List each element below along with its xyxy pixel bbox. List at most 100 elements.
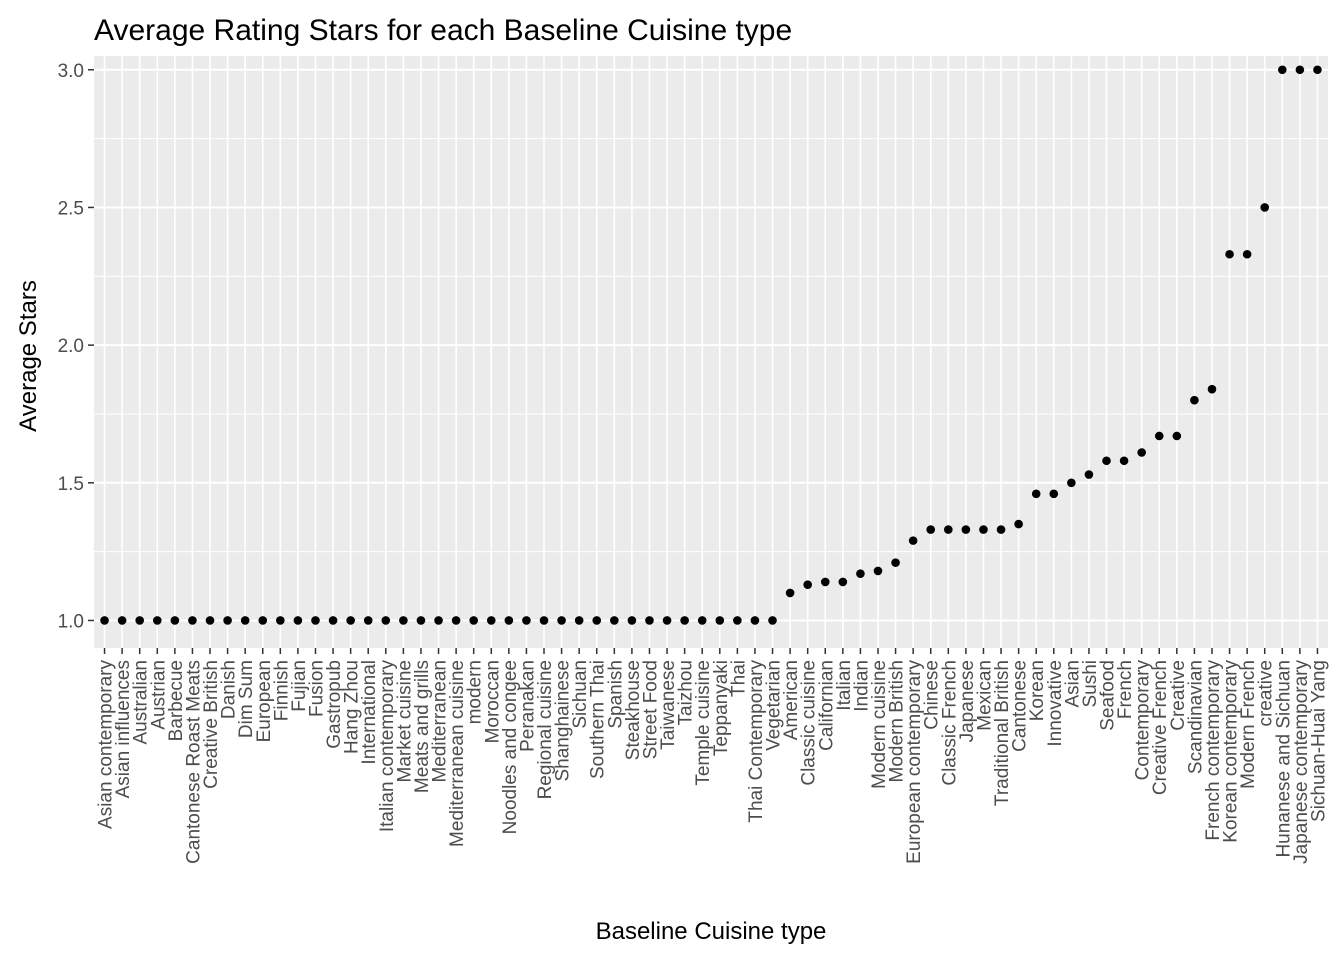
data-point [311, 616, 320, 625]
x-tick-label: Creative [1168, 660, 1189, 731]
data-point [469, 616, 478, 625]
x-tick-label: Finnish [271, 660, 292, 721]
data-point [1225, 249, 1234, 259]
data-point [1313, 65, 1322, 75]
data-point [486, 616, 496, 625]
x-tick-label: Moroccan [482, 660, 503, 743]
data-point [381, 616, 391, 625]
x-tick-label: Asian [1062, 660, 1083, 708]
data-point [557, 616, 566, 625]
data-point [891, 558, 900, 567]
data-point [768, 616, 777, 625]
data-point [346, 616, 355, 625]
data-point [451, 616, 461, 625]
data-point [1084, 470, 1094, 479]
data-point [1242, 249, 1252, 259]
x-tick-label: Modern French [1238, 660, 1259, 789]
x-tick-label: Southern Thai [588, 660, 609, 779]
x-tick-label: Italian [834, 660, 855, 711]
x-tick-label: Scandinavian [1185, 660, 1206, 774]
data-point [258, 616, 268, 625]
y-tick-label: 1.0 [58, 611, 84, 632]
x-tick-label: Classic cuisine [799, 660, 820, 786]
x-tick-label: Classic French [939, 660, 960, 786]
x-tick-label: Asian contemporary [96, 660, 117, 829]
data-point [1295, 65, 1305, 75]
x-tick-label: Street Food [640, 660, 661, 759]
x-tick-label: Traditional British [992, 660, 1013, 806]
data-point [820, 577, 830, 587]
data-point [1260, 203, 1270, 212]
x-tick-label: Cantonese [1010, 660, 1031, 752]
x-tick-label: Thai [728, 660, 749, 697]
x-tick-label: Fusion [306, 660, 327, 717]
y-tick-label: 1.5 [58, 474, 84, 495]
x-tick-label: Australian [131, 660, 152, 745]
x-tick-label: Asian influences [113, 660, 134, 798]
data-point [117, 616, 127, 625]
data-point [416, 616, 426, 625]
plot-panel [94, 56, 1328, 648]
data-point [1172, 431, 1182, 441]
x-tick-label: Vegetarian [764, 660, 785, 751]
x-tick-label: Creative French [1150, 660, 1171, 795]
x-tick-label: Noodles and congee [500, 660, 521, 834]
data-point [152, 616, 162, 625]
data-point [188, 616, 197, 625]
y-axis: 1.0 1.5 2.0 2.5 3.0 [58, 61, 94, 632]
x-tick-label: Temple cuisine [693, 660, 714, 786]
data-point [276, 616, 285, 625]
x-tick-label: Mediterranean [430, 660, 451, 783]
x-tick-label: Italian contemporary [377, 660, 398, 833]
x-tick-label: Seafood [1098, 660, 1119, 731]
x-tick-label: European contemporary [904, 660, 925, 864]
data-point [996, 525, 1006, 534]
data-point [697, 616, 707, 625]
data-point [170, 616, 180, 625]
x-tick-label: Danish [219, 660, 240, 719]
x-tick-label: Fujian [289, 660, 310, 712]
data-point [504, 616, 514, 625]
data-points [100, 65, 1322, 625]
x-tick-label: creative [1256, 660, 1277, 727]
x-tick-label: Barbecue [166, 660, 187, 741]
data-point [1014, 519, 1023, 529]
x-tick-label: Market cuisine [394, 660, 415, 783]
data-point [979, 525, 988, 534]
x-tick-label: Innovative [1045, 660, 1066, 747]
data-point [240, 616, 250, 625]
x-tick-label: Shanghainese [553, 660, 574, 782]
data-point [803, 580, 812, 589]
x-tick-label: Indian [851, 660, 872, 712]
x-tick-label: Teppanyaki [711, 660, 732, 756]
data-point [574, 616, 584, 625]
data-point [733, 616, 742, 625]
data-point [1102, 456, 1111, 466]
data-point [1119, 456, 1129, 466]
data-point [750, 616, 760, 625]
x-tick-label: Mexican [974, 660, 995, 731]
x-tick-label: Sushi [1080, 660, 1101, 708]
y-tick-label: 3.0 [58, 61, 84, 82]
x-tick-label: Hang Zhou [342, 660, 363, 754]
x-tick-label: Meats and grills [412, 660, 433, 793]
data-point [592, 616, 602, 625]
x-tick-label: Spanish [605, 660, 626, 729]
x-tick-label: Californian [816, 660, 837, 751]
x-tick-label: Thai Contemporary [746, 660, 767, 823]
data-point [205, 616, 215, 625]
data-point [1137, 448, 1146, 457]
x-tick-label: French contemporary [1203, 660, 1224, 841]
x-tick-label: European [254, 660, 275, 742]
chart-title: Average Rating Stars for each Baseline C… [94, 14, 792, 47]
data-point [873, 566, 883, 576]
x-tick-label: Chinese [922, 660, 943, 730]
data-point [662, 616, 672, 625]
x-tick-label: Korean contemporary [1221, 660, 1242, 843]
data-point [715, 616, 725, 625]
x-tick-label: Gastropub [324, 660, 345, 749]
data-point [1190, 395, 1199, 405]
x-tick-label: Japanese contemporary [1291, 660, 1312, 864]
data-point [961, 525, 971, 534]
